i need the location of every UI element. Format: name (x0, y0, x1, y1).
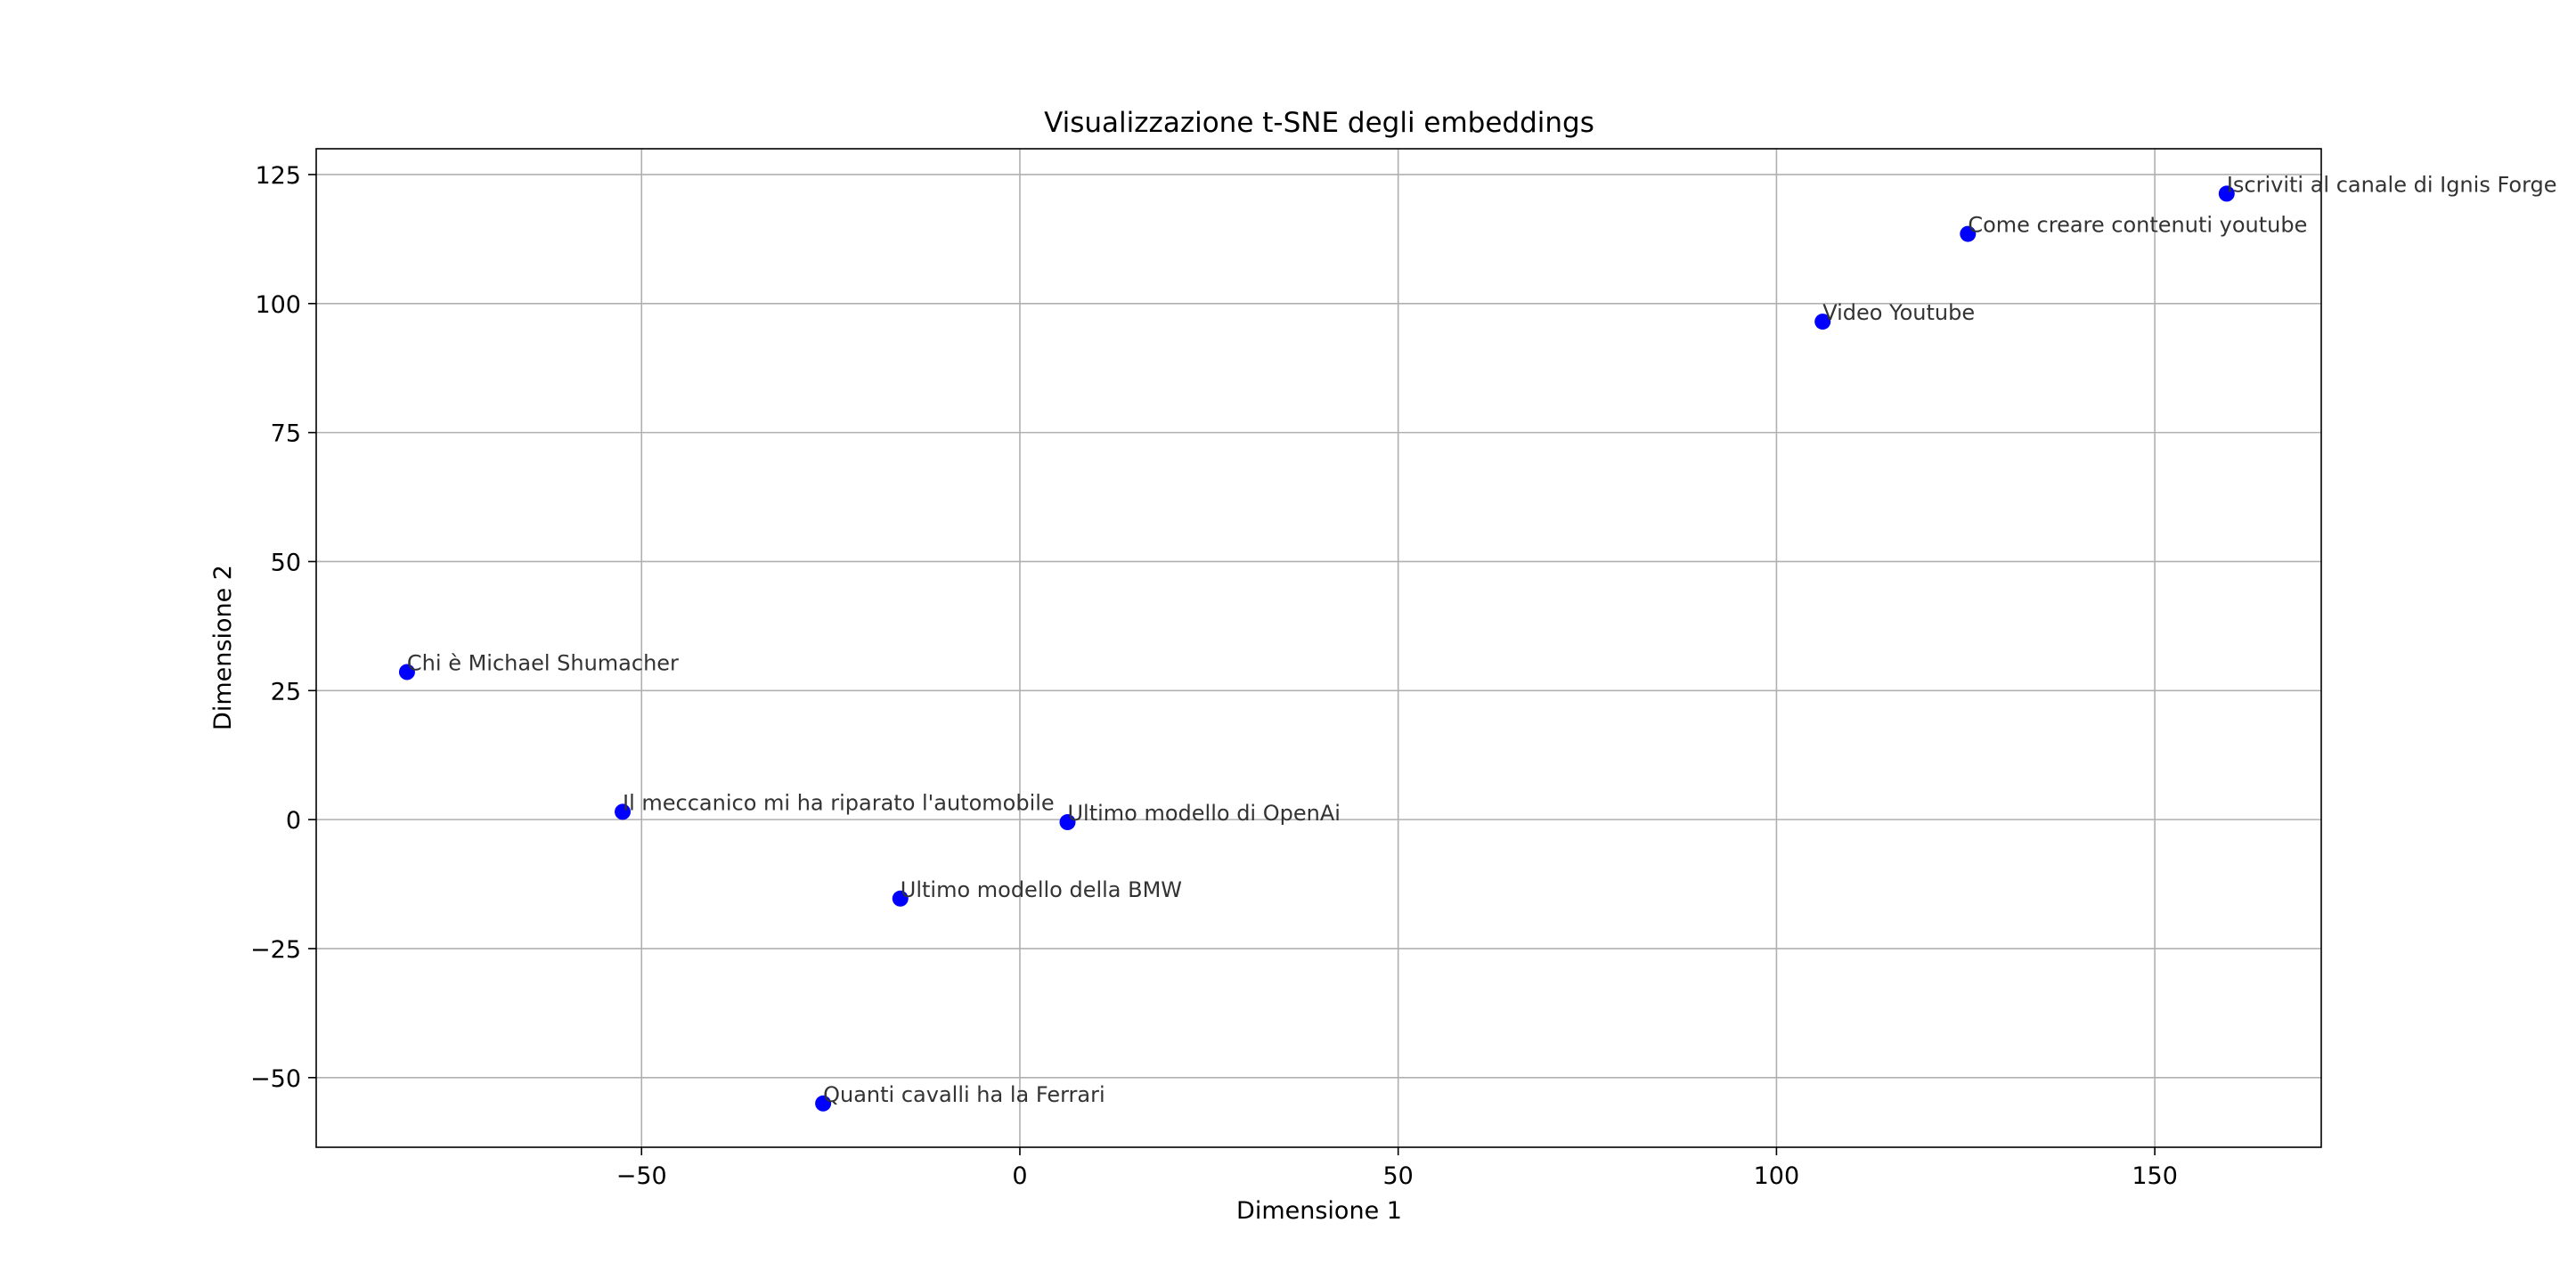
data-point-label: Ultimo modello di OpenAi (1067, 801, 1340, 826)
data-point-label: Iscriviti al canale di Ignis Forge (2227, 172, 2557, 197)
y-axis-label: Dimensione 2 (209, 565, 237, 730)
y-tick-label: −50 (250, 1065, 301, 1093)
grid-lines (316, 149, 2321, 1147)
data-point (398, 664, 415, 681)
data-point (1059, 814, 1076, 831)
data-point-label: Come creare contenuti youtube (1968, 213, 2307, 238)
y-tick-label: 75 (271, 420, 301, 448)
data-point (2218, 185, 2235, 202)
y-tick-label: 25 (271, 678, 301, 705)
axis-ticks: −50 0 50 100 150 −50 −25 0 25 50 75 100 125 (250, 162, 2178, 1190)
data-point-label: Ultimo modello della BMW (901, 877, 1182, 902)
x-tick-label: 150 (2132, 1162, 2178, 1190)
x-tick-label: −50 (616, 1162, 667, 1190)
y-tick-label: −25 (250, 936, 301, 964)
data-point-label: Video Youtube (1822, 300, 1975, 325)
y-tick-label: 125 (255, 162, 301, 190)
data-point (815, 1095, 832, 1112)
data-point (892, 890, 909, 907)
y-tick-label: 0 (286, 807, 301, 835)
chart-title: Visualizzazione t-SNE degli embeddings (1044, 107, 1594, 139)
data-point-label: Il meccanico mi ha riparato l'automobile (623, 790, 1055, 815)
data-point (1960, 225, 1977, 242)
data-point-label: Chi è Michael Shumacher (407, 650, 679, 675)
data-point-label: Quanti cavalli ha la Ferrari (823, 1082, 1105, 1107)
data-points: Iscriviti al canale di Ignis Forge Come c… (398, 172, 2557, 1112)
data-point (1814, 314, 1831, 330)
x-axis-label: Dimensione 1 (1236, 1197, 1402, 1225)
data-point (615, 803, 632, 820)
x-tick-label: 100 (1754, 1162, 1800, 1190)
x-tick-label: 50 (1383, 1162, 1414, 1190)
x-tick-label: 0 (1012, 1162, 1027, 1190)
y-tick-label: 100 (255, 291, 301, 319)
y-tick-label: 50 (271, 549, 301, 576)
plot-frame (315, 148, 2322, 1148)
